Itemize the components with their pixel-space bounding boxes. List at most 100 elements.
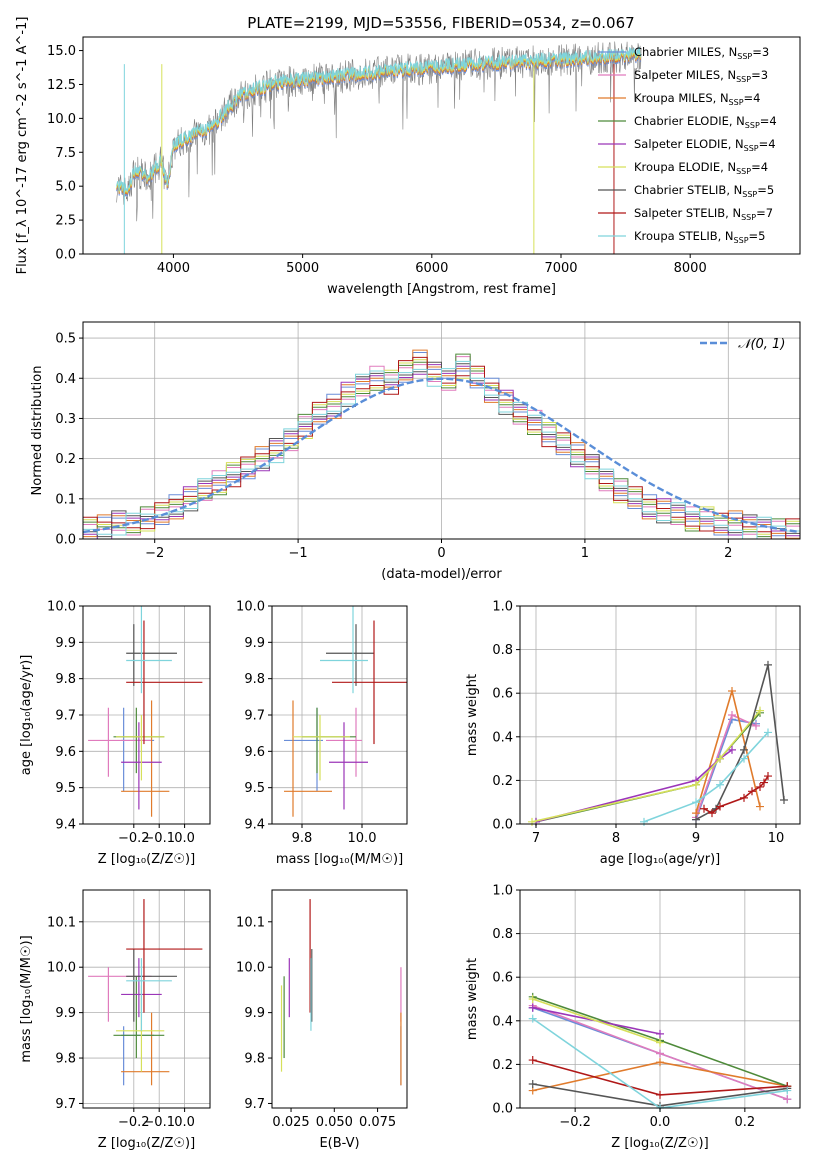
x-tick-label: 0.0 xyxy=(174,831,195,846)
x-tick-label: 9 xyxy=(692,831,700,846)
residual-histogram-step xyxy=(83,361,800,538)
x-tick-label: 0.2 xyxy=(735,1115,756,1130)
y-tick-label: 10.0 xyxy=(236,961,265,976)
x-tick-label: −0.2 xyxy=(118,831,150,846)
x-axis-label: E(B-V) xyxy=(319,1136,359,1151)
x-tick-label: −0.1 xyxy=(143,831,175,846)
y-tick-label: 0.0 xyxy=(55,248,76,263)
legend-entry: Chabrier STELIB, NSSP=5 xyxy=(634,183,774,199)
y-tick-label: 0.8 xyxy=(492,643,513,658)
weight-marker xyxy=(656,1029,664,1038)
x-tick-label: −1 xyxy=(289,546,308,561)
weight-marker xyxy=(656,1090,664,1099)
x-tick-label: 8 xyxy=(612,831,620,846)
y-tick-label: 10.1 xyxy=(236,915,265,930)
weight-marker xyxy=(760,778,768,787)
y-tick-label: 0.4 xyxy=(492,730,513,745)
x-tick-label: −0.2 xyxy=(118,1115,150,1130)
plot-area xyxy=(528,660,788,826)
weight-marker xyxy=(740,745,748,754)
legend-entry: 𝒩(0, 1) xyxy=(738,337,785,352)
plot-area xyxy=(116,41,642,254)
normal-distribution-curve xyxy=(83,377,800,534)
weight-marker xyxy=(656,1038,664,1047)
weight-marker xyxy=(728,745,736,754)
y-tick-label: 9.6 xyxy=(55,745,76,760)
x-axis-label: Z [log₁₀(Z/Z☉)] xyxy=(98,1136,195,1151)
y-tick-label: 10.0 xyxy=(47,112,76,127)
y-tick-label: 0.3 xyxy=(55,412,76,427)
x-tick-label: 0.025 xyxy=(272,1115,309,1130)
plot-area xyxy=(528,992,792,1112)
plot-area xyxy=(88,606,203,817)
y-tick-label: 0.6 xyxy=(492,687,513,702)
y-tick-label: 0.1 xyxy=(55,492,76,507)
y-tick-label: 0.2 xyxy=(55,452,76,467)
y-axis-label: Flux [f_λ 10^-17 erg cm^-2 s^-1 A^-1] xyxy=(15,17,30,275)
weight-marker xyxy=(740,754,748,763)
y-tick-label: 0.0 xyxy=(492,1102,513,1117)
weight-marker xyxy=(700,804,708,813)
x-tick-label: 10.0 xyxy=(348,831,377,846)
legend-entry: Chabrier ELODIE, NSSP=4 xyxy=(634,114,777,130)
y-tick-label: 9.8 xyxy=(244,1052,265,1067)
weight-marker xyxy=(728,687,736,696)
weight-marker xyxy=(756,706,764,715)
y-tick-label: 9.5 xyxy=(244,781,265,796)
weight-marker xyxy=(783,1095,792,1104)
y-tick-label: 9.9 xyxy=(55,1006,76,1021)
weight-marker xyxy=(740,793,748,802)
weight-marker xyxy=(528,1080,537,1089)
axes-age-vs-Z: −0.2−0.1 0.0 9.4 9.5 9.6 9.7 9.8 9.9 10.0 Z [log₁… xyxy=(19,600,211,867)
y-tick-label: 9.8 xyxy=(55,672,76,687)
weight-marker xyxy=(752,721,760,730)
weight-marker xyxy=(783,1086,792,1095)
y-tick-label: 0.2 xyxy=(492,774,513,789)
weight-line xyxy=(532,998,661,1044)
legend-entry: Kroupa ELODIE, NSSP=4 xyxy=(634,160,768,176)
model-spectrum-line xyxy=(116,47,642,193)
y-tick-label: 9.7 xyxy=(55,709,76,724)
y-tick-label: 9.8 xyxy=(244,672,265,687)
weight-marker xyxy=(528,995,537,1003)
x-tick-label: 1 xyxy=(581,546,589,561)
y-axis-label: age [log₁₀(age/yr)] xyxy=(19,655,34,776)
y-tick-label: 10.0 xyxy=(47,600,76,615)
y-tick-label: 15.0 xyxy=(47,44,76,59)
weight-line xyxy=(535,749,733,823)
y-tick-label: 1.0 xyxy=(492,600,513,615)
legend-entry: Salpeter STELIB, NSSP=7 xyxy=(634,206,773,222)
x-tick-label: 8000 xyxy=(674,261,707,276)
x-axis-label: wavelength [Angstrom, rest frame] xyxy=(327,282,556,297)
x-tick-label: 6000 xyxy=(415,261,448,276)
y-tick-label: 9.9 xyxy=(55,636,76,651)
spectrum-legend: Chabrier MILES, NSSP=3 Salpeter MILES, NS… xyxy=(598,45,777,245)
x-tick-label: 9.8 xyxy=(292,831,313,846)
x-axis-label: Z [log₁₀(Z/Z☉)] xyxy=(98,852,195,867)
y-tick-label: 0.5 xyxy=(55,332,76,347)
x-tick-label: 0.0 xyxy=(650,1115,671,1130)
y-tick-label: 9.8 xyxy=(55,1052,76,1067)
plot-area xyxy=(88,899,203,1086)
y-axis-label: mass [log₁₀(M/M☉)] xyxy=(19,935,34,1062)
plot-area xyxy=(284,606,407,817)
weight-marker xyxy=(708,809,716,818)
weight-marker xyxy=(764,660,772,669)
axes-frame xyxy=(82,889,211,1109)
y-tick-label: 10.0 xyxy=(47,961,76,976)
x-tick-label: 7 xyxy=(532,831,540,846)
y-axis-label: mass weight xyxy=(465,958,480,1040)
y-tick-label: 0.4 xyxy=(55,372,76,387)
x-axis-label: mass [log₁₀(M/M☉)] xyxy=(276,852,403,867)
x-tick-label: −2 xyxy=(145,546,164,561)
x-tick-label: 5000 xyxy=(286,261,319,276)
legend-entry: Kroupa STELIB, NSSP=5 xyxy=(634,229,765,245)
y-tick-label: 9.7 xyxy=(244,709,265,724)
y-tick-label: 2.5 xyxy=(55,214,76,229)
x-axis-label: (data-model)/error xyxy=(381,567,502,582)
x-axis-label: age [log₁₀(age/yr)] xyxy=(600,852,721,867)
weight-marker xyxy=(728,711,736,719)
y-tick-label: 10.0 xyxy=(236,600,265,615)
axes-mass-vs-ebv: 0.025 0.050 0.075 9.7 9.8 9.9 10.0 10.1 E(B-V) xyxy=(236,889,408,1151)
